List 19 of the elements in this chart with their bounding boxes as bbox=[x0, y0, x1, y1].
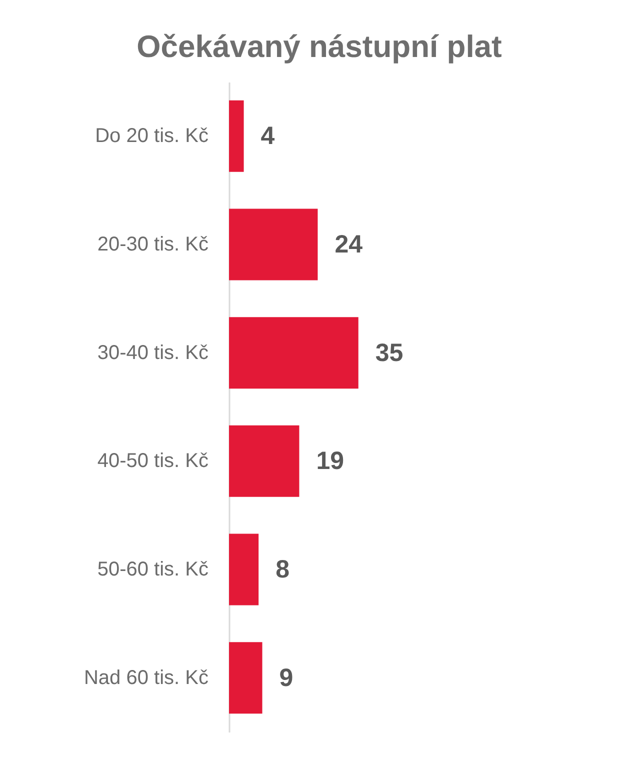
bar bbox=[229, 425, 300, 497]
bar bbox=[229, 100, 244, 172]
data-label: 19 bbox=[316, 447, 344, 476]
bar bbox=[229, 642, 262, 714]
bar bbox=[229, 317, 358, 389]
data-label: 8 bbox=[276, 556, 290, 584]
bar bbox=[229, 208, 318, 280]
y-tick-label: 30-40 tis. Kč bbox=[97, 342, 208, 364]
y-tick-label: Nad 60 tis. Kč bbox=[84, 666, 208, 689]
data-label: 35 bbox=[375, 338, 404, 367]
data-label: 4 bbox=[260, 122, 275, 150]
chart-title: Očekávaný nástupní plat bbox=[136, 29, 502, 64]
y-tick-label: Do 20 tis. Kč bbox=[95, 125, 208, 148]
data-label: 9 bbox=[279, 664, 294, 692]
y-tick-label: 20-30 tis. Kč bbox=[97, 234, 208, 256]
data-label: 24 bbox=[334, 230, 363, 258]
bar bbox=[229, 534, 259, 606]
y-tick-label: 40-50 tis. Kč bbox=[97, 450, 208, 472]
y-tick-label: 50-60 tis. Kč bbox=[97, 558, 208, 580]
